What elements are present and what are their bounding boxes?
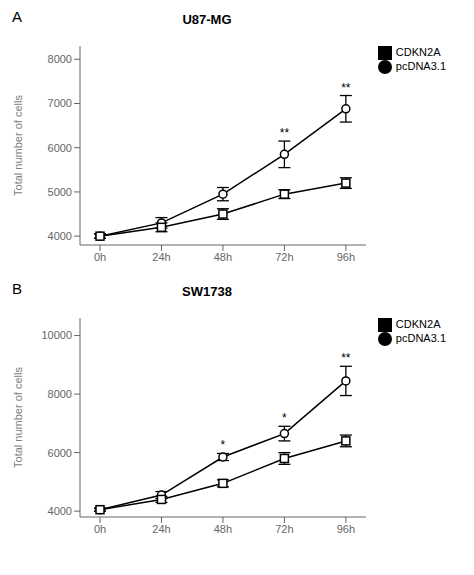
svg-text:8000: 8000	[48, 53, 72, 65]
svg-text:6000: 6000	[48, 142, 72, 154]
svg-text:6000: 6000	[48, 447, 72, 459]
svg-text:24h: 24h	[152, 523, 170, 535]
svg-text:48h: 48h	[214, 251, 232, 263]
svg-text:8000: 8000	[48, 388, 72, 400]
svg-text:72h: 72h	[275, 523, 293, 535]
html-text:pcDNA3.1: pcDNA3.1	[395, 332, 446, 345]
html-text:U87-MG: U87-MG	[182, 12, 232, 27]
svg-text:**: **	[341, 351, 351, 365]
svg-text:*: *	[282, 411, 287, 425]
svg-text:*: *	[221, 438, 226, 452]
svg-text:96h: 96h	[337, 251, 355, 263]
svg-text:4000: 4000	[48, 505, 72, 517]
svg-text:**: **	[280, 126, 290, 140]
svg-text:96h: 96h	[337, 523, 355, 535]
svg-text:Total number of cells: Total number of cells	[12, 367, 24, 468]
svg-text:10000: 10000	[41, 329, 72, 341]
html-text:B: B	[12, 280, 22, 297]
html-text:CDKN2A: CDKN2A	[395, 46, 441, 58]
svg-text:**: **	[341, 81, 351, 95]
svg-text:48h: 48h	[214, 523, 232, 535]
svg-text:24h: 24h	[152, 251, 170, 263]
html-text:pcDNA3.1: pcDNA3.1	[395, 60, 446, 73]
html-text:A: A	[12, 8, 22, 25]
html-text:SW1738: SW1738	[182, 284, 232, 299]
svg-text:0h: 0h	[94, 251, 106, 263]
svg-text:7000: 7000	[48, 97, 72, 109]
svg-text:72h: 72h	[275, 251, 293, 263]
svg-text:0h: 0h	[94, 523, 106, 535]
svg-text:4000: 4000	[48, 230, 72, 242]
svg-text:Total number of cells: Total number of cells	[12, 95, 24, 196]
html-text:CDKN2A: CDKN2A	[395, 318, 441, 330]
svg-text:5000: 5000	[48, 186, 72, 198]
